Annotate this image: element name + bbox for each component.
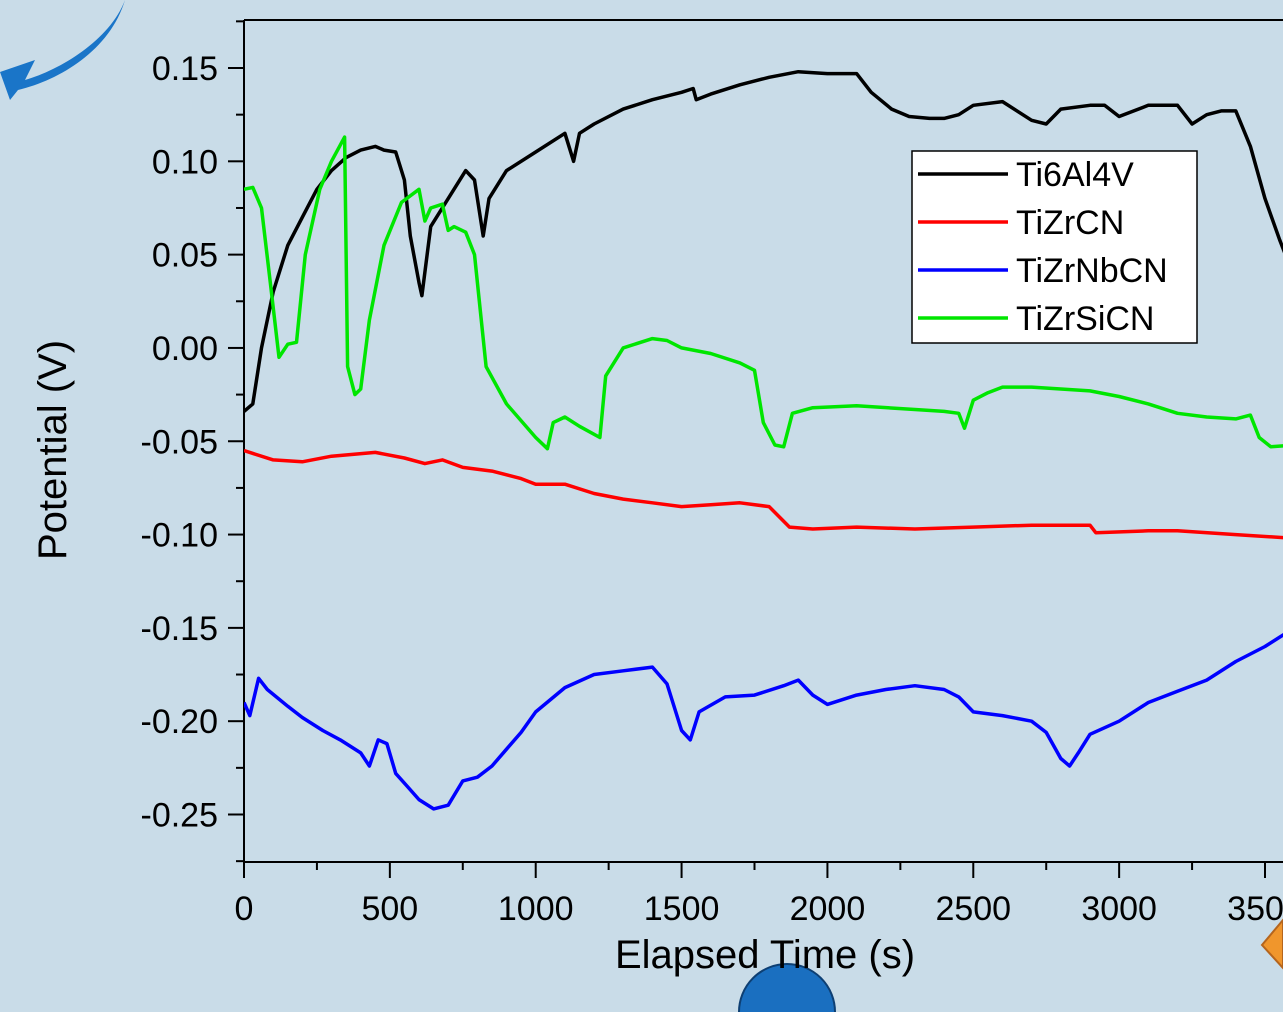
y-axis-label: Potential (V) <box>31 340 75 560</box>
series-line-tizrcn <box>244 448 1283 540</box>
x-tick-label: 3500 <box>1227 890 1283 928</box>
y-tick-label: -0.25 <box>141 797 219 835</box>
x-tick-label: 2500 <box>935 890 1011 928</box>
x-tick-label: 2000 <box>790 890 866 928</box>
x-tick-label: 1000 <box>498 890 574 928</box>
x-tick-label: 3000 <box>1081 890 1157 928</box>
x-axis-label: Elapsed Time (s) <box>615 933 915 977</box>
legend-box <box>911 150 1198 344</box>
y-tick-label: -0.15 <box>141 610 219 648</box>
y-tick-label: 0.15 <box>152 50 218 88</box>
series-line-ti6al4v <box>244 69 1283 413</box>
legend-label: TiZrSiCN <box>1016 300 1155 338</box>
y-tick-label: 0.05 <box>152 237 218 275</box>
y-tick-label: -0.20 <box>141 703 219 741</box>
legend: Ti6Al4V TiZrCN TiZrNbCN TiZrSiCN <box>911 150 1198 344</box>
y-tick-label: -0.10 <box>141 517 219 555</box>
x-tick-label: 1500 <box>644 890 720 928</box>
x-tick-label: 0 <box>235 890 254 928</box>
curved-arrow-decoration <box>0 0 125 100</box>
x-axis-ticks: 0 500 1000 1500 2000 2500 3000 3500 <box>235 862 1283 928</box>
circle-decoration <box>738 963 836 1012</box>
series-line-tizrsicn <box>244 135 1283 451</box>
y-tick-label: 0.10 <box>152 143 218 181</box>
y-axis-ticks: 0.15 0.10 0.05 0.00 -0.05 -0.10 -0.15 -0.20 -0.2… <box>141 20 244 863</box>
legend-label: TiZrCN <box>1016 204 1124 242</box>
legend-label: Ti6Al4V <box>1016 156 1134 194</box>
x-tick-label: 500 <box>361 890 418 928</box>
y-tick-label: 0.00 <box>152 330 218 368</box>
series-line-tizrnbcn <box>244 632 1283 811</box>
diamond-decoration <box>1260 918 1283 970</box>
series-lines <box>244 69 1283 811</box>
y-tick-label: -0.05 <box>141 423 219 461</box>
legend-label: TiZrNbCN <box>1016 252 1168 290</box>
